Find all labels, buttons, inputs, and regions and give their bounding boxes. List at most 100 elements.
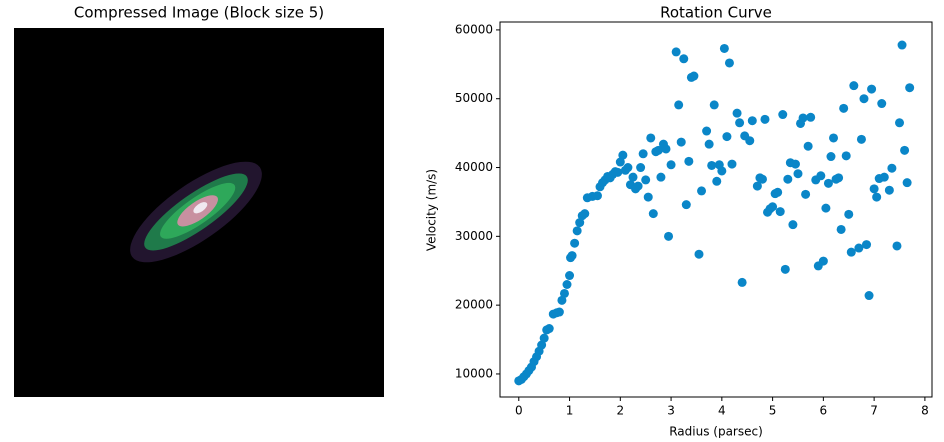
scatter-point — [646, 133, 656, 143]
galaxy — [130, 161, 262, 263]
scatter-point — [694, 249, 704, 259]
scatter-point — [849, 81, 859, 91]
y-tick-label: 40000 — [455, 160, 493, 174]
scatter-point — [801, 189, 811, 199]
y-tick-label: 30000 — [455, 229, 493, 243]
scatter-point — [775, 207, 785, 217]
scatter-point — [854, 243, 864, 253]
scatter-point — [679, 54, 689, 64]
x-tick-label: 5 — [769, 404, 777, 418]
scatter-point — [867, 84, 877, 94]
scatter-point — [892, 241, 902, 251]
scatter-point — [559, 288, 569, 298]
y-tick-label: 60000 — [455, 22, 493, 36]
scatter-point — [674, 100, 684, 110]
x-tick-label: 6 — [820, 404, 828, 418]
x-tick-label: 4 — [718, 404, 726, 418]
x-tick-label: 7 — [870, 404, 878, 418]
scatter-point — [757, 174, 767, 184]
scatter-point — [859, 94, 869, 104]
scatter-point — [554, 307, 564, 317]
scatter-point — [722, 132, 732, 142]
scatter-point — [897, 40, 907, 50]
scatter-point — [902, 178, 912, 188]
scatter-point — [712, 176, 722, 186]
scatter-point — [539, 333, 549, 343]
scatter-point — [562, 280, 572, 289]
scatter-point — [717, 166, 727, 176]
scatter-point — [879, 172, 889, 182]
galaxy-core — [193, 202, 208, 214]
scatter-point — [537, 340, 547, 350]
x-tick-label: 0 — [515, 404, 523, 418]
scatter-point — [752, 181, 762, 191]
y-tick-label: 20000 — [455, 298, 493, 312]
scatter-point — [661, 144, 671, 154]
scatter-point — [727, 159, 737, 169]
scatter-point — [735, 118, 745, 128]
x-tick-label: 2 — [616, 404, 624, 418]
scatter-point — [704, 139, 714, 149]
scatter-point — [580, 209, 590, 219]
scatter-point — [572, 226, 582, 236]
scatter-point — [788, 220, 798, 230]
scatter-point — [689, 71, 699, 81]
scatter-point — [818, 256, 828, 266]
scatter-point — [684, 156, 694, 166]
scatter-point — [856, 134, 866, 144]
plot-frame — [499, 21, 933, 398]
y-tick-label: 10000 — [455, 366, 493, 380]
scatter-point — [638, 149, 648, 159]
scatter-point — [823, 178, 833, 188]
scatter-point — [747, 116, 757, 126]
scatter-point — [798, 113, 808, 123]
scatter-point — [719, 43, 729, 53]
scatter-point — [773, 187, 783, 197]
y-axis-label: Velocity (m/s) — [425, 169, 439, 251]
x-axis-label: Radius (parsec) — [669, 425, 763, 439]
scatter-point — [575, 218, 585, 228]
scatter-point — [844, 209, 854, 219]
scatter-point — [702, 126, 712, 136]
scatter-point — [872, 192, 882, 202]
scatter-point — [664, 231, 674, 241]
scatter-point — [793, 169, 803, 179]
scatter-point — [737, 277, 747, 287]
scatter-point — [760, 114, 770, 124]
scatter-point — [783, 174, 793, 184]
scatter-point — [869, 184, 879, 194]
scatter-point — [724, 58, 734, 68]
scatter-point — [768, 202, 778, 212]
scatter-point — [806, 112, 816, 122]
scatter-point — [821, 203, 831, 213]
scatter-point — [633, 181, 643, 191]
scatter-point — [643, 192, 653, 202]
scatter-point — [839, 103, 849, 113]
scatter-point — [615, 157, 625, 167]
scatter-point — [707, 160, 717, 170]
scatter-point — [544, 324, 554, 334]
scatter-point — [613, 167, 623, 177]
y-tick-label: 50000 — [455, 91, 493, 105]
scatter-point — [816, 171, 826, 181]
scatter-point — [836, 224, 846, 234]
scatter-point — [628, 172, 638, 182]
scatter-point — [803, 141, 813, 151]
scatter-point — [557, 295, 567, 305]
scatter-point — [618, 150, 628, 160]
scatter-point — [565, 271, 575, 281]
scatter-point — [841, 151, 851, 161]
scatter-point — [826, 152, 836, 162]
scatter-point — [671, 47, 681, 57]
scatter-point — [778, 110, 788, 120]
scatter-point — [895, 118, 905, 128]
scatter-point — [676, 137, 686, 147]
chart-title: Rotation Curve — [660, 4, 772, 22]
scatter-point — [745, 136, 755, 146]
scatter-point — [877, 99, 887, 109]
scatter-point — [653, 145, 663, 155]
scatter-point — [732, 108, 742, 118]
scatter-point — [780, 264, 790, 274]
scatter-point — [636, 163, 646, 173]
